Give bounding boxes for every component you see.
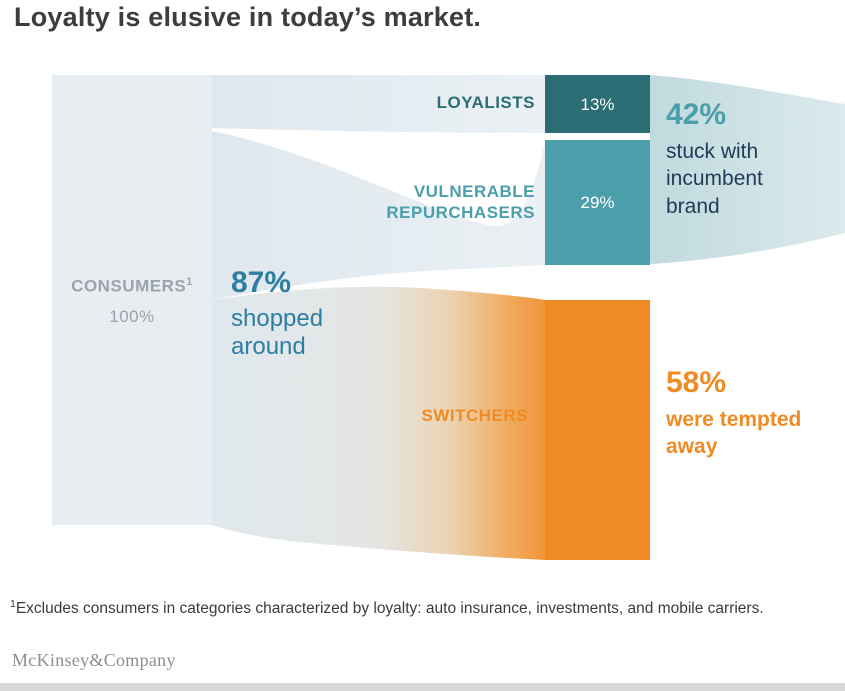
tempted-caption: were tempted away <box>666 408 802 459</box>
consumers-footnote-marker: 1 <box>186 276 193 288</box>
footnote-text: Excludes consumers in categories charact… <box>15 600 764 618</box>
page-title: Loyalty is elusive in today’s market. <box>14 2 482 32</box>
loyalists-bar <box>545 75 650 133</box>
company-logo: McKinsey&Company <box>12 650 176 670</box>
consumers-label: CONSUMERS1 <box>52 276 212 297</box>
bottom-bar <box>0 683 845 691</box>
stuck-flow-right <box>650 75 845 264</box>
vulnerable-bar <box>545 140 650 265</box>
loyalists-flow <box>212 75 545 133</box>
consumers-value: 100% <box>109 307 155 326</box>
stuck-caption: stuck with incumbent brand <box>666 140 763 218</box>
stuck-annotation: 42% stuck with incumbent brand <box>666 98 821 220</box>
consumers-node <box>52 75 212 525</box>
consumers-label-text: CONSUMERS <box>71 276 187 296</box>
tempted-percent: 58% <box>666 366 727 399</box>
shopped-annotation: 87% shopped around <box>231 266 361 362</box>
switchers-flow <box>212 286 545 560</box>
vulnerable-value: 29% <box>580 193 615 212</box>
tempted-annotation: 58% were tempted away <box>666 366 831 461</box>
vulnerable-label: VULNERABLE REPURCHASERS <box>386 182 535 223</box>
switchers-label: SWITCHERS <box>421 406 528 425</box>
stuck-percent: 42% <box>666 98 727 131</box>
footnote-marker: 1 <box>10 598 16 610</box>
vulnerable-flow <box>212 131 545 300</box>
shopped-caption: shopped around <box>231 305 324 361</box>
loyalists-value: 13% <box>580 95 615 114</box>
loyalists-label: LOYALISTS <box>436 93 535 112</box>
shopped-percent: 87% <box>231 266 292 299</box>
footnote: 1Excludes consumers in categories charac… <box>10 597 838 620</box>
switchers-bar <box>545 300 650 560</box>
